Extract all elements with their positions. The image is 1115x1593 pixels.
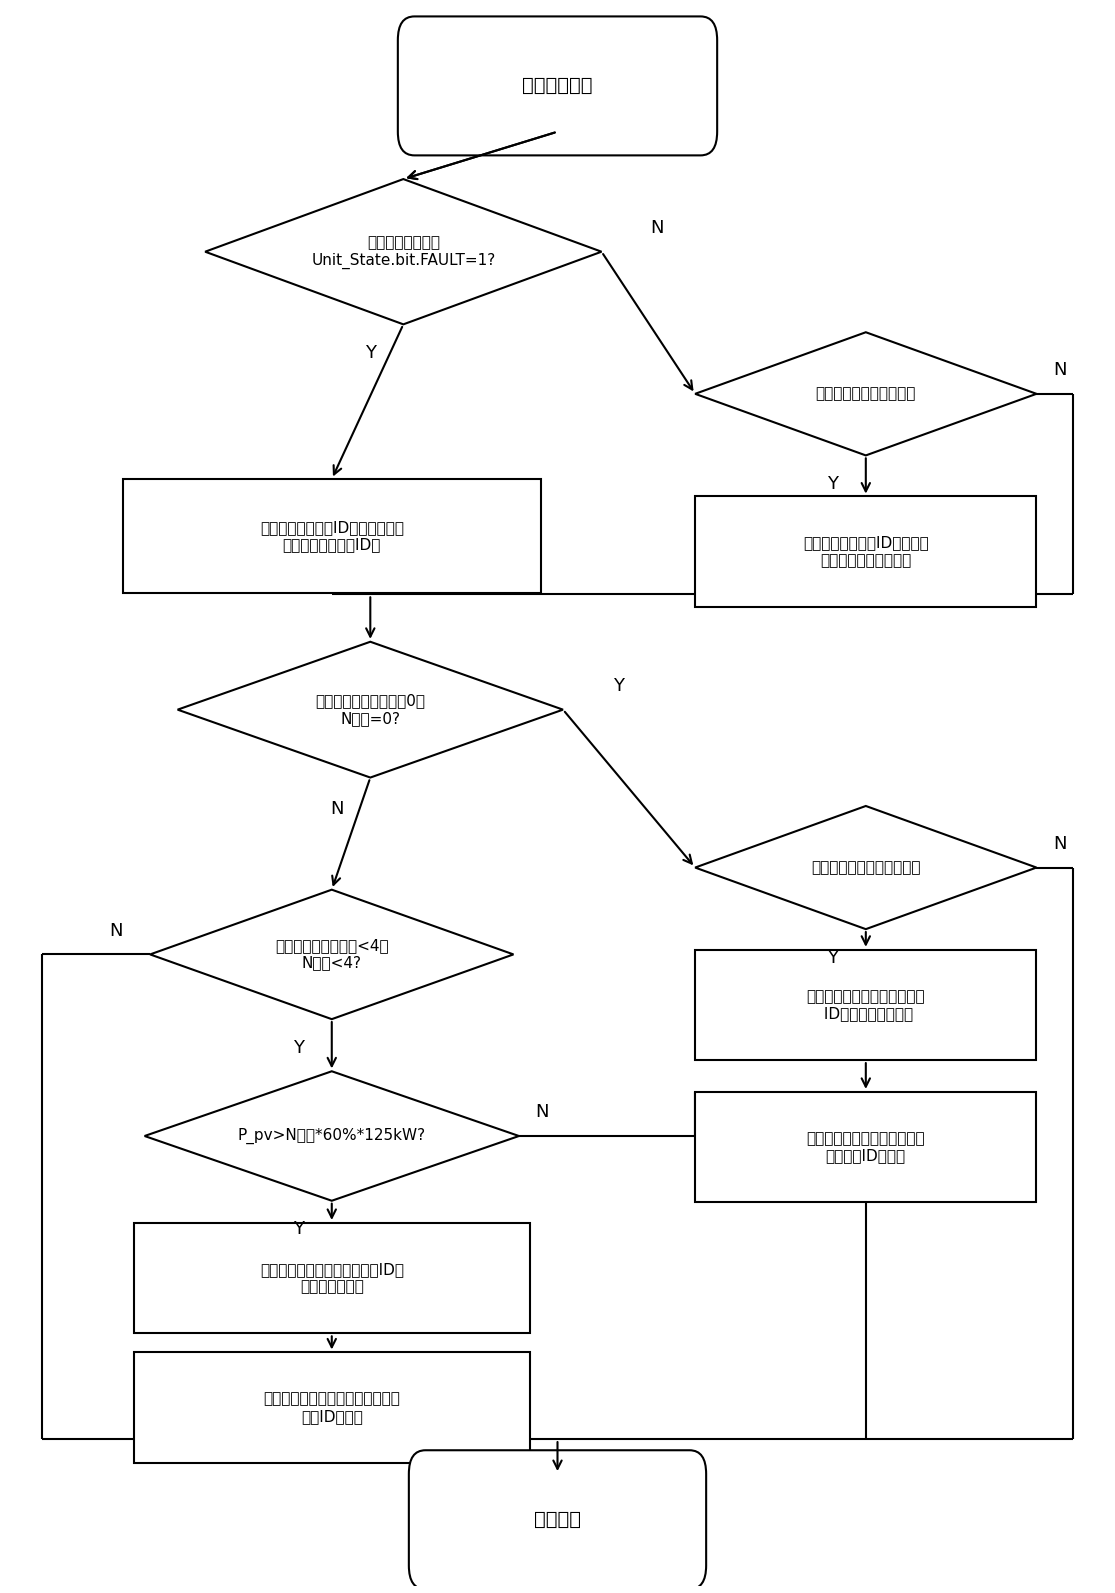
Bar <box>695 949 1037 1061</box>
Polygon shape <box>695 806 1037 929</box>
Bar <box>134 1223 530 1333</box>
Text: 更新未开启模块队列和已开启
模块队列ID号排序: 更新未开启模块队列和已开启 模块队列ID号排序 <box>806 1131 925 1163</box>
Text: Y: Y <box>293 1039 304 1056</box>
Text: 将已复位模块对应ID号添加到
未开启队列中最后一位: 将已复位模块对应ID号添加到 未开启队列中最后一位 <box>803 535 929 569</box>
Polygon shape <box>177 642 563 777</box>
Text: Y: Y <box>365 344 376 362</box>
Text: N: N <box>1053 362 1067 379</box>
Text: N: N <box>650 218 663 237</box>
Text: Y: Y <box>827 475 838 492</box>
Polygon shape <box>205 178 602 325</box>
Bar <box>695 497 1037 607</box>
Text: 是否有新的模块启动命令？: 是否有新的模块启动命令？ <box>811 860 921 875</box>
Text: Y: Y <box>612 677 623 695</box>
Text: P_pv>N运行*60%*125kW?: P_pv>N运行*60%*125kW? <box>237 1128 426 1144</box>
Text: 是否有已复位故障模块？: 是否有已复位故障模块？ <box>816 387 917 401</box>
Text: N: N <box>535 1104 549 1121</box>
Text: 当前运行模块数是否<4？
N运行<4?: 当前运行模块数是否<4？ N运行<4? <box>275 938 389 970</box>
FancyBboxPatch shape <box>409 1450 706 1590</box>
Text: 开启未开启模块队列中第一位
 ID号对应的功率模块: 开启未开启模块队列中第一位 ID号对应的功率模块 <box>806 989 925 1021</box>
Bar <box>123 479 541 593</box>
Bar <box>695 1091 1037 1203</box>
FancyBboxPatch shape <box>398 16 717 156</box>
Text: 更新未开启模块队列和已开启模块
队列ID号排序: 更新未开启模块队列和已开启模块 队列ID号排序 <box>263 1391 400 1424</box>
Text: 开启未开启模块队列中第一位ID号
对应的功率模块: 开启未开启模块队列中第一位ID号 对应的功率模块 <box>260 1262 404 1295</box>
Text: Y: Y <box>827 948 838 967</box>
Polygon shape <box>145 1070 518 1201</box>
Text: 模块是否有故障？
Unit_State.bit.FAULT=1?: 模块是否有故障？ Unit_State.bit.FAULT=1? <box>311 234 495 269</box>
Polygon shape <box>151 889 513 1020</box>
Polygon shape <box>695 333 1037 456</box>
Text: 记录故障模块对应ID号，并且从未
开启队列中删除该ID号: 记录故障模块对应ID号，并且从未 开启队列中删除该ID号 <box>260 519 404 553</box>
Text: 结束返回: 结束返回 <box>534 1510 581 1529</box>
Text: N: N <box>109 922 123 940</box>
Text: 当前运行模块数是否为0？
N运行=0?: 当前运行模块数是否为0？ N运行=0? <box>316 693 425 726</box>
Text: N: N <box>1053 835 1067 852</box>
Bar <box>134 1352 530 1462</box>
Text: N: N <box>330 800 345 819</box>
Text: 模块投入开始: 模块投入开始 <box>522 76 593 96</box>
Text: Y: Y <box>293 1220 304 1238</box>
